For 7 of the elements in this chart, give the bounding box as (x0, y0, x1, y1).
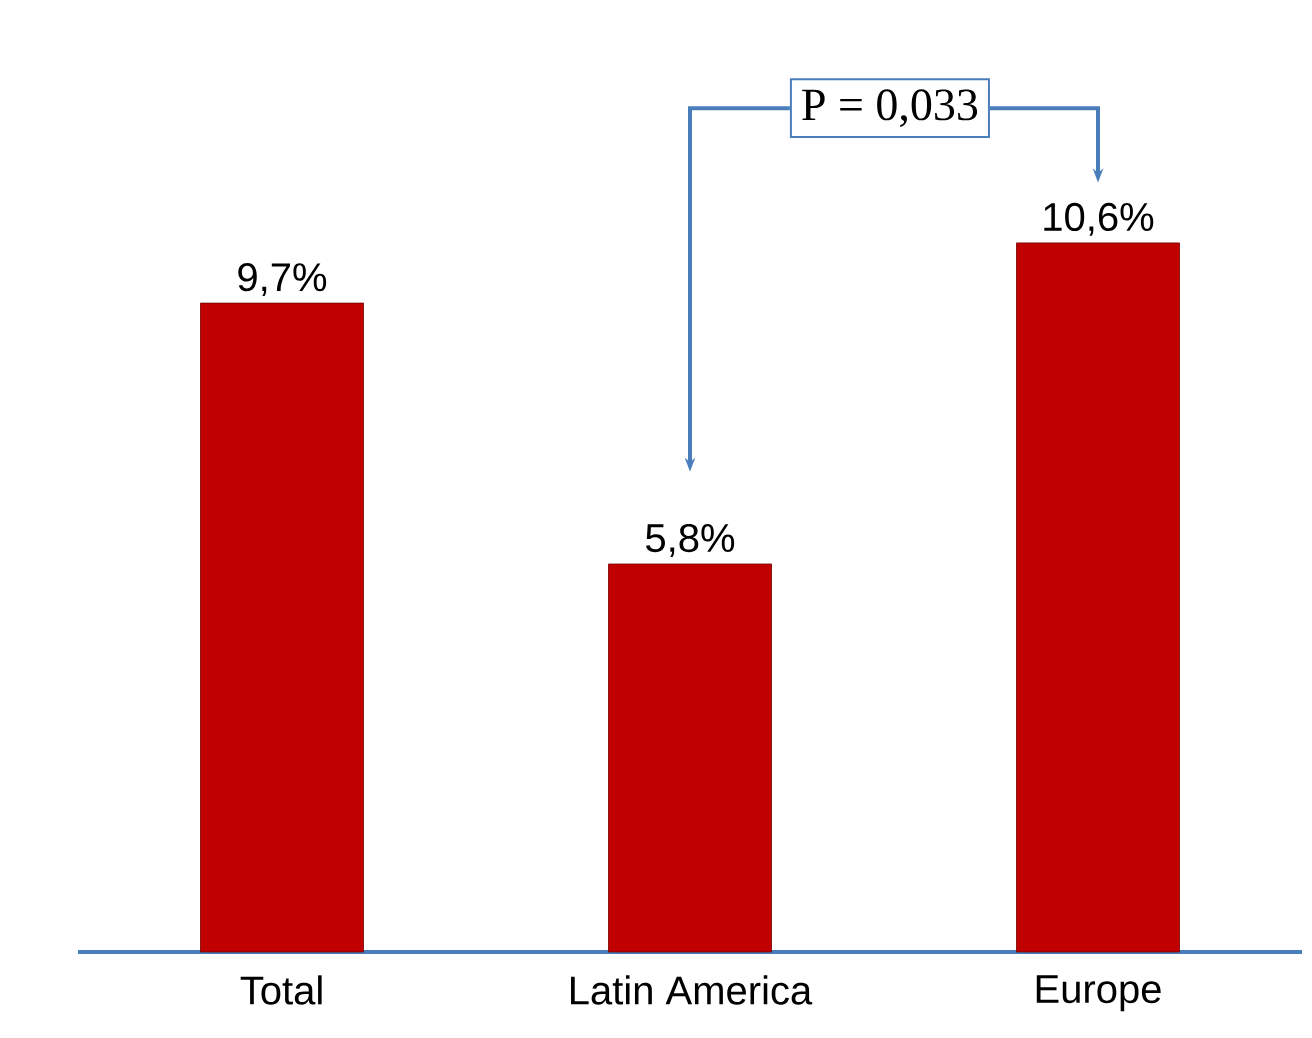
data-label: 10,6% (1044, 202, 1154, 236)
text: P = 0,033 (802, 89, 978, 128)
data-label: 9,7% (238, 263, 327, 297)
data-label: 5,8% (646, 523, 735, 557)
x-tick-label: Total (240, 975, 322, 1005)
x-tick-label: Europe (1036, 975, 1161, 1012)
x-tick-label: Latin America (571, 975, 813, 1005)
